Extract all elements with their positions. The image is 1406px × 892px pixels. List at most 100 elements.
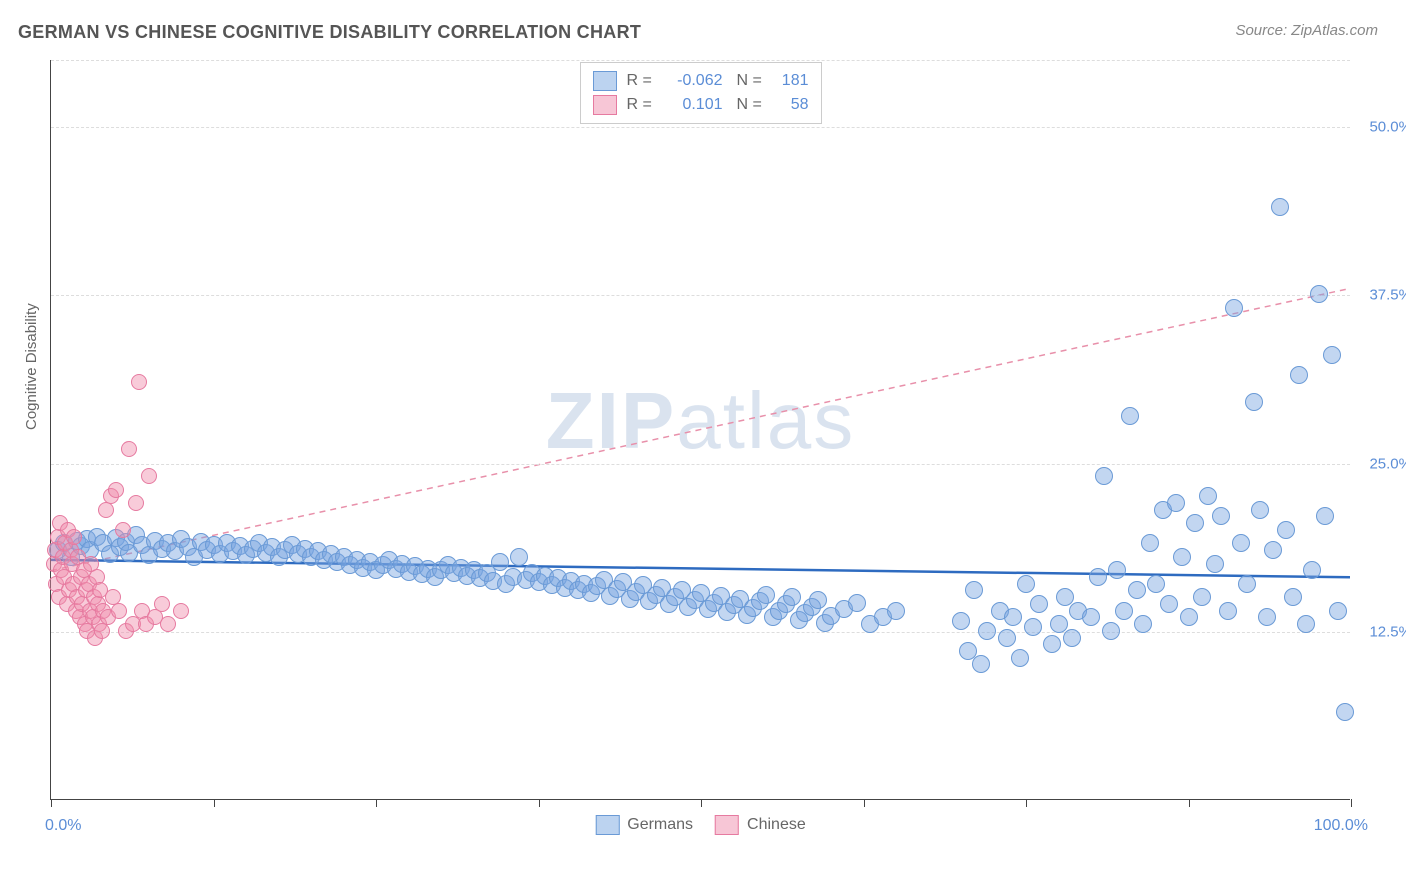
legend-r-label: R = [627,69,655,93]
point-germans [848,594,866,612]
x-min-label: 0.0% [45,817,81,835]
chart-title: GERMAN VS CHINESE COGNITIVE DISABILITY C… [18,22,641,43]
point-germans [1134,615,1152,633]
point-germans [1336,703,1354,721]
legend-series: Germans Chinese [595,815,806,835]
point-germans [887,602,905,620]
point-germans [1316,507,1334,525]
x-tick [376,799,377,807]
y-axis-title: Cognitive Disability [23,303,40,430]
point-germans [952,612,970,630]
plot-area: ZIPatlas Cognitive Disability R = -0.062… [50,60,1350,800]
point-germans [1030,595,1048,613]
chart-source: Source: ZipAtlas.com [1235,22,1378,39]
point-germans [1297,615,1315,633]
point-germans [1128,581,1146,599]
legend-swatch-germans-icon [595,815,619,835]
point-germans [1206,555,1224,573]
legend-swatch-chinese [593,95,617,115]
point-germans [1147,575,1165,593]
point-germans [998,629,1016,647]
legend-label-germans: Germans [627,816,693,834]
point-germans [1232,534,1250,552]
point-germans [1264,541,1282,559]
point-germans [1082,608,1100,626]
point-germans [1121,407,1139,425]
point-chinese [173,603,189,619]
x-tick [1189,799,1190,807]
legend-swatch-chinese-icon [715,815,739,835]
legend-r-label: R = [627,93,655,117]
point-germans [1323,346,1341,364]
point-germans [491,553,509,571]
watermark: ZIPatlas [546,374,855,466]
point-germans [1225,299,1243,317]
legend-n-germans: 181 [773,69,809,93]
point-germans [1303,561,1321,579]
legend-n-chinese: 58 [773,93,809,117]
point-chinese [154,596,170,612]
point-chinese [141,468,157,484]
point-germans [1089,568,1107,586]
point-germans [757,586,775,604]
point-chinese [131,374,147,390]
point-germans [965,581,983,599]
point-germans [1290,366,1308,384]
point-germans [1258,608,1276,626]
point-germans [1141,534,1159,552]
x-tick [1026,799,1027,807]
point-germans [1199,487,1217,505]
grid-line [51,295,1350,296]
point-germans [1173,548,1191,566]
x-tick [539,799,540,807]
point-germans [1180,608,1198,626]
point-germans [1271,198,1289,216]
point-germans [1160,595,1178,613]
trend-lines-svg [51,60,1350,799]
grid-line [51,632,1350,633]
legend-item-germans: Germans [595,815,693,835]
y-tick-label: 12.5% [1369,623,1406,640]
point-germans [1017,575,1035,593]
point-germans [1167,494,1185,512]
point-germans [1095,467,1113,485]
legend-row-germans: R = -0.062 N = 181 [593,69,809,93]
legend-n-label: N = [737,93,763,117]
legend-r-germans: -0.062 [665,69,723,93]
point-germans [783,588,801,606]
point-germans [1251,501,1269,519]
x-tick [51,799,52,807]
point-chinese [115,522,131,538]
point-germans [1004,608,1022,626]
point-germans [1011,649,1029,667]
point-chinese [66,529,82,545]
y-tick-label: 50.0% [1369,119,1406,136]
point-germans [1277,521,1295,539]
x-tick [214,799,215,807]
legend-r-chinese: 0.101 [665,93,723,117]
legend-n-label: N = [737,69,763,93]
point-chinese [108,482,124,498]
point-germans [1238,575,1256,593]
grid-line [51,127,1350,128]
point-germans [1102,622,1120,640]
point-chinese [160,616,176,632]
point-germans [1245,393,1263,411]
point-germans [809,591,827,609]
point-germans [1193,588,1211,606]
y-tick-label: 25.0% [1369,455,1406,472]
legend-item-chinese: Chinese [715,815,806,835]
point-germans [1284,588,1302,606]
point-germans [1310,285,1328,303]
legend-correlation: R = -0.062 N = 181 R = 0.101 N = 58 [580,62,822,124]
point-germans [510,548,528,566]
grid-line [51,60,1350,61]
point-germans [1115,602,1133,620]
point-germans [1329,602,1347,620]
chart-container: GERMAN VS CHINESE COGNITIVE DISABILITY C… [0,0,1406,892]
x-max-label: 100.0% [1314,817,1368,835]
point-germans [972,655,990,673]
grid-line [51,464,1350,465]
x-tick [701,799,702,807]
x-tick [864,799,865,807]
